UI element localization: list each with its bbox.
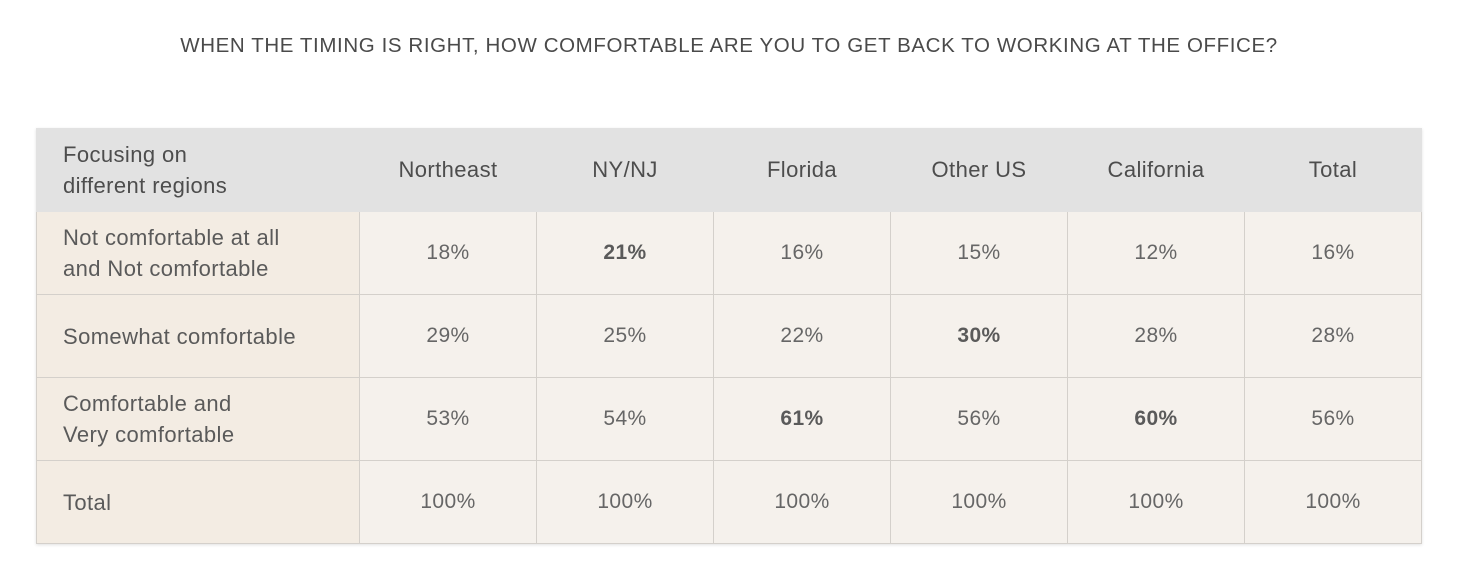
value-cell: 28% [1067, 294, 1245, 378]
row-label-line: Not comfortable at all [63, 225, 280, 250]
column-header-florida: Florida [713, 128, 891, 212]
results-table-container: Focusing on different regions Northeast … [36, 128, 1422, 544]
table-body: Not comfortable at all and Not comfortabl… [36, 211, 1422, 544]
value-cell: 16% [1244, 211, 1422, 295]
value-cell: 54% [536, 377, 714, 461]
value-cell: 21% [536, 211, 714, 295]
value-cell: 12% [1067, 211, 1245, 295]
column-header-northeast: Northeast [359, 128, 537, 212]
table-row-total: Total 100% 100% 100% 100% 100% 100% [36, 460, 1422, 544]
row-header-label: Focusing on different regions [36, 128, 360, 212]
row-label: Somewhat comfortable [36, 294, 360, 378]
value-cell: 100% [1067, 460, 1245, 544]
column-header-ny-nj: NY/NJ [536, 128, 714, 212]
value-cell: 60% [1067, 377, 1245, 461]
value-cell: 56% [890, 377, 1068, 461]
value-cell: 16% [713, 211, 891, 295]
column-header-other-us: Other US [890, 128, 1068, 212]
row-label-line: Total [63, 489, 112, 515]
value-cell: 53% [359, 377, 537, 461]
row-label-line: Very comfortable [63, 422, 235, 447]
value-cell: 100% [890, 460, 1068, 544]
table-header-row: Focusing on different regions Northeast … [36, 128, 1422, 212]
results-table: Focusing on different regions Northeast … [36, 128, 1422, 544]
row-header-label-line: Focusing on [63, 142, 188, 167]
column-header-california: California [1067, 128, 1245, 212]
table-row-comfortable: Comfortable and Very comfortable 53% 54% 61%… [36, 377, 1422, 461]
row-label-line: Somewhat comfortable [63, 323, 296, 349]
value-cell: 100% [536, 460, 714, 544]
value-cell: 100% [713, 460, 891, 544]
column-header-total: Total [1244, 128, 1422, 212]
value-cell: 22% [713, 294, 891, 378]
table-row-not-comfortable: Not comfortable at all and Not comfortabl… [36, 211, 1422, 295]
row-label-line: and Not comfortable [63, 256, 269, 281]
value-cell: 100% [359, 460, 537, 544]
value-cell: 25% [536, 294, 714, 378]
chart-title: WHEN THE TIMING IS RIGHT, HOW COMFORTABL… [180, 34, 1278, 57]
value-cell: 15% [890, 211, 1068, 295]
row-label-line: Comfortable and [63, 391, 232, 416]
value-cell: 56% [1244, 377, 1422, 461]
row-label: Not comfortable at all and Not comfortabl… [36, 211, 360, 295]
value-cell: 100% [1244, 460, 1422, 544]
value-cell: 28% [1244, 294, 1422, 378]
value-cell: 18% [359, 211, 537, 295]
row-header-label-line: different regions [63, 173, 228, 198]
table-row-somewhat-comfortable: Somewhat comfortable 29% 25% 22% 30% 28% 28% [36, 294, 1422, 378]
value-cell: 29% [359, 294, 537, 378]
value-cell: 61% [713, 377, 891, 461]
value-cell: 30% [890, 294, 1068, 378]
row-label: Total [36, 460, 360, 544]
row-label: Comfortable and Very comfortable [36, 377, 360, 461]
